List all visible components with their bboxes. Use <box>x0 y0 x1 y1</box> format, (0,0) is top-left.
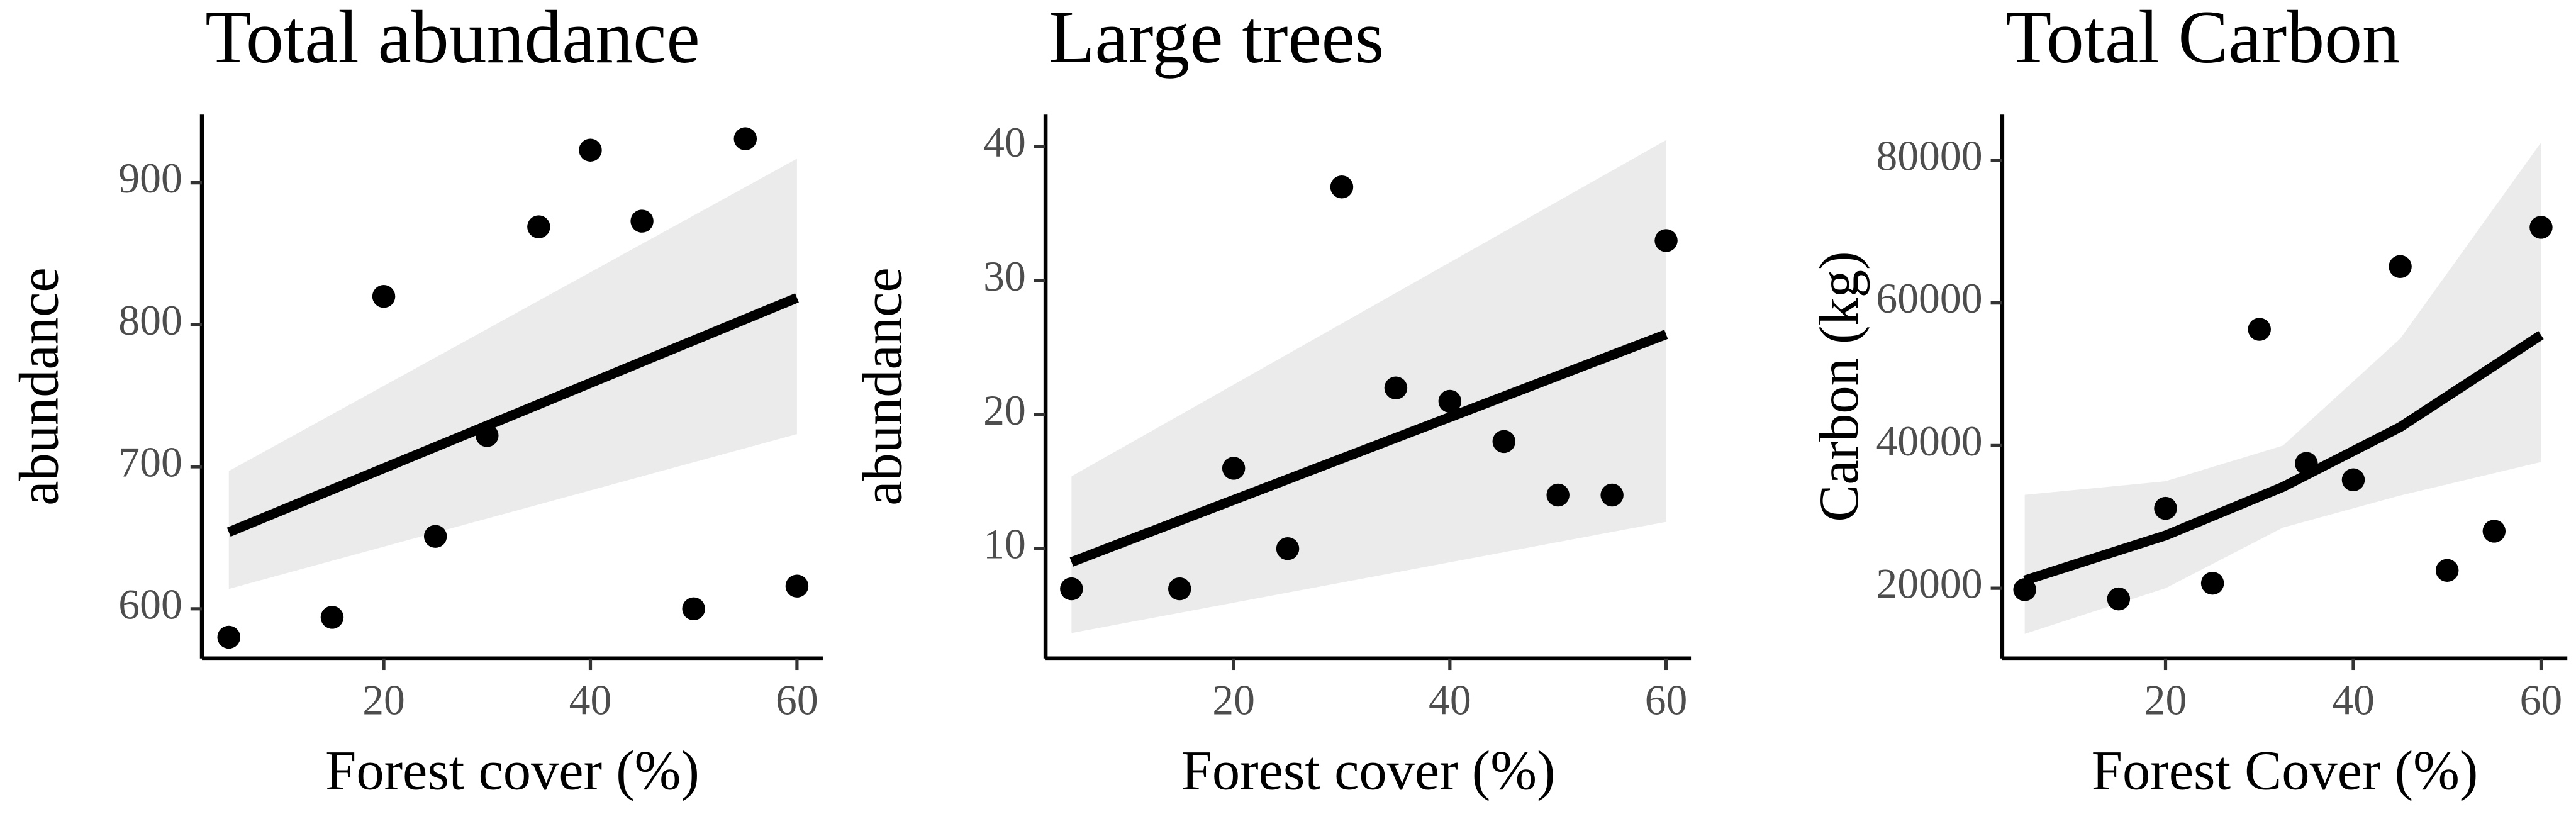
x-axis-label: Forest cover (%) <box>325 740 700 802</box>
data-point <box>579 138 602 162</box>
y-tick-label: 900 <box>118 155 182 202</box>
data-point <box>2248 318 2271 341</box>
x-tick-label: 60 <box>2520 676 2563 723</box>
data-point <box>2295 452 2318 475</box>
data-point <box>2389 255 2412 279</box>
data-point <box>1060 577 1083 601</box>
chart-title: Large trees <box>1049 0 1384 79</box>
y-axis-label: abundance <box>852 267 913 505</box>
data-point <box>1222 457 1246 480</box>
x-tick-label: 60 <box>1645 676 1688 723</box>
y-axis-label: Carbon (kg) <box>1809 251 1870 521</box>
y-tick-label: 20 <box>983 387 1026 434</box>
data-point <box>1384 376 1408 399</box>
data-point <box>2529 216 2553 239</box>
data-point <box>1600 483 1624 507</box>
data-point <box>2435 559 2459 582</box>
x-tick-label: 40 <box>2332 676 2375 723</box>
data-point <box>1492 430 1516 454</box>
x-tick-label: 20 <box>2144 676 2187 723</box>
data-point <box>785 574 809 598</box>
data-point <box>1276 537 1300 560</box>
y-axis-label: abundance <box>8 267 70 505</box>
confidence-band <box>1071 140 1666 633</box>
data-point <box>2482 520 2506 543</box>
y-tick-label: 600 <box>118 581 182 628</box>
data-point <box>630 209 654 233</box>
y-tick-label: 60000 <box>1876 275 1982 322</box>
data-point <box>2013 578 2036 601</box>
fit-line <box>226 293 799 537</box>
x-tick-label: 40 <box>569 676 612 723</box>
x-axis-label: Forest cover (%) <box>1181 740 1556 802</box>
y-tick-label: 40000 <box>1876 418 1982 465</box>
data-point <box>1330 176 1354 199</box>
data-point <box>320 606 344 629</box>
chart-title: Total abundance <box>205 0 700 79</box>
y-tick-label: 40 <box>983 119 1026 166</box>
panel: 600 700 800 900 20 40 60 Total abundance Forest … <box>8 0 823 802</box>
data-point <box>733 127 757 150</box>
data-point <box>372 284 396 308</box>
x-tick-label: 40 <box>1429 676 1471 723</box>
y-tick-label: 30 <box>983 253 1026 300</box>
data-point <box>1546 483 1570 507</box>
x-tick-label: 60 <box>776 676 818 723</box>
data-point <box>423 525 447 548</box>
y-tick-label: 800 <box>118 297 182 344</box>
data-point <box>2341 468 2365 492</box>
x-tick-label: 20 <box>362 676 405 723</box>
confidence-band <box>228 159 797 589</box>
data-point <box>1438 389 1462 413</box>
panel: 20000 40000 60000 80000 20 40 60 Total Carbon Fo… <box>1809 0 2568 802</box>
x-axis-label: Forest Cover (%) <box>2092 740 2478 802</box>
chart-title: Total Carbon <box>2005 0 2400 79</box>
y-tick-label: 10 <box>983 521 1026 568</box>
data-point <box>2200 571 2224 595</box>
fit-line <box>2023 331 2544 586</box>
data-point <box>2107 587 2131 611</box>
x-tick-label: 20 <box>1212 676 1255 723</box>
y-tick-label: 700 <box>118 439 182 486</box>
data-point <box>2154 496 2177 520</box>
data-point <box>1168 577 1191 601</box>
y-tick-label: 80000 <box>1876 132 1982 179</box>
data-point <box>682 597 705 621</box>
data-point <box>1654 229 1678 252</box>
panel: 10 20 30 40 20 40 60 Large trees Forest cover (%… <box>852 0 1692 802</box>
data-point <box>527 215 550 238</box>
data-point <box>217 625 240 649</box>
data-point <box>476 424 499 447</box>
fit-line <box>1069 330 1668 567</box>
confidence-band <box>2024 142 2541 634</box>
y-tick-label: 20000 <box>1876 560 1982 608</box>
